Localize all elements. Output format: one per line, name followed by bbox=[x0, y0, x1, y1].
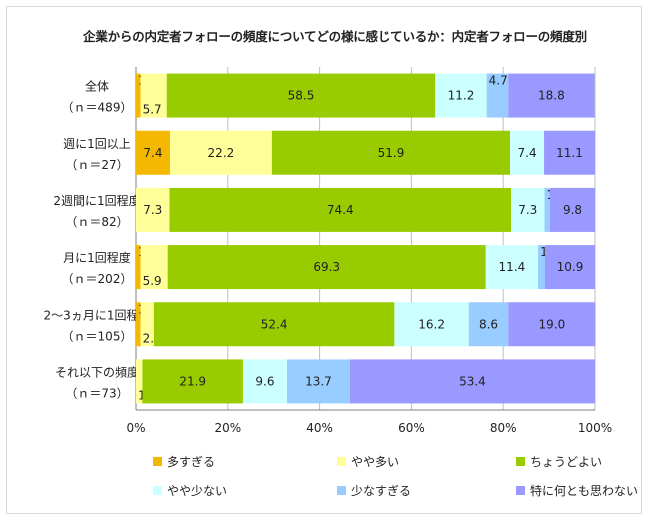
legend-swatch bbox=[153, 486, 162, 495]
x-tick-label: 20% bbox=[214, 421, 241, 435]
legend-label: 多すぎる bbox=[167, 455, 215, 469]
bar-segment bbox=[511, 187, 545, 232]
x-tick-label: 40% bbox=[306, 421, 333, 435]
bar-segment bbox=[136, 187, 170, 232]
legend-label: 特に何とも思わない bbox=[530, 483, 638, 498]
bar-segment bbox=[349, 359, 595, 404]
legend-swatch bbox=[337, 457, 346, 466]
bar-segment bbox=[468, 302, 509, 347]
bar-segment bbox=[538, 245, 545, 290]
bar-segment bbox=[544, 245, 595, 290]
legend-label: やや少ない bbox=[167, 484, 227, 498]
data-label: 9.8 bbox=[563, 203, 582, 217]
bar-segment bbox=[153, 302, 395, 347]
data-label: 7.3 bbox=[518, 203, 537, 217]
bar-segment bbox=[136, 359, 143, 404]
category-label: 全体 bbox=[85, 79, 109, 94]
x-tick-label: 60% bbox=[398, 421, 425, 435]
category-n-label: （ｎ＝202） bbox=[62, 272, 133, 286]
bar-segment bbox=[508, 73, 595, 118]
bar-segment bbox=[140, 245, 168, 290]
chart-frame bbox=[6, 6, 642, 514]
bar-segment bbox=[242, 359, 288, 404]
data-label: 58.5 bbox=[288, 89, 315, 103]
chart-title: 企業からの内定者フォローの頻度についてどの様に感じているか：内定者フォローの頻度… bbox=[83, 29, 587, 44]
data-label: 5.7 bbox=[143, 103, 162, 117]
legend-swatch bbox=[337, 486, 346, 495]
category-n-label: （ｎ＝73） bbox=[65, 386, 128, 400]
data-label: 10.9 bbox=[557, 260, 584, 274]
x-tick-label: 0% bbox=[126, 421, 145, 435]
x-tick-label: 100% bbox=[578, 421, 612, 435]
data-label: 22.2 bbox=[208, 146, 235, 160]
data-label: 4.7 bbox=[489, 74, 508, 88]
data-label: 7.3 bbox=[143, 203, 162, 217]
category-n-label: （ｎ＝105） bbox=[62, 329, 133, 343]
data-label: 16.2 bbox=[418, 317, 445, 331]
bar-segment bbox=[136, 73, 141, 118]
bar-segment bbox=[136, 245, 141, 290]
bar-segment bbox=[544, 130, 595, 175]
data-label: 9.6 bbox=[255, 374, 274, 388]
data-label: 7.4 bbox=[518, 146, 537, 160]
bar-segment bbox=[287, 359, 350, 404]
data-label: 18.8 bbox=[538, 89, 565, 103]
bar-segment bbox=[544, 187, 551, 232]
legend-label: やや多い bbox=[351, 455, 399, 469]
data-label: 13.7 bbox=[305, 374, 332, 388]
data-label: 19.0 bbox=[538, 317, 565, 331]
x-tick-label: 80% bbox=[490, 421, 517, 435]
legend-swatch bbox=[516, 486, 525, 495]
data-label: 11.2 bbox=[448, 89, 475, 103]
bar-segment bbox=[169, 130, 272, 175]
bar-segment bbox=[486, 73, 509, 118]
category-label: 月に1回程度 bbox=[63, 250, 131, 265]
legend-label: 少なすぎる bbox=[351, 484, 411, 498]
bar-segment bbox=[435, 73, 487, 118]
bar-segment bbox=[394, 302, 469, 347]
category-n-label: （ｎ＝27） bbox=[65, 158, 128, 172]
bar-segment bbox=[167, 245, 486, 290]
bar-segment bbox=[166, 73, 436, 118]
data-label: 7.4 bbox=[143, 146, 162, 160]
bar-segment bbox=[271, 130, 511, 175]
bar-segment bbox=[140, 302, 154, 347]
bar-segment bbox=[510, 130, 545, 175]
bar-segment bbox=[485, 245, 539, 290]
bar-segment bbox=[508, 302, 596, 347]
data-label: 53.4 bbox=[459, 374, 486, 388]
data-label: 11.4 bbox=[499, 260, 526, 274]
category-label: 2～3ヵ月に1回程度 bbox=[44, 307, 151, 322]
data-label: 74.4 bbox=[327, 203, 354, 217]
bar-segment bbox=[140, 73, 167, 118]
data-label: 51.9 bbox=[378, 146, 405, 160]
bar-segment bbox=[142, 359, 243, 404]
data-label: 5.9 bbox=[143, 274, 162, 288]
data-label: 21.9 bbox=[179, 374, 206, 388]
bar-segment bbox=[169, 187, 512, 232]
bar-segment bbox=[136, 302, 141, 347]
legend-swatch bbox=[516, 457, 525, 466]
data-label: 69.3 bbox=[313, 260, 340, 274]
category-label: 2週間に1回程度 bbox=[53, 193, 140, 208]
legend-swatch bbox=[153, 457, 162, 466]
bar-segment bbox=[550, 187, 595, 232]
data-label: 52.4 bbox=[261, 317, 288, 331]
category-label: それ以下の頻度 bbox=[55, 364, 139, 379]
category-n-label: （ｎ＝489） bbox=[62, 101, 133, 115]
category-label: 週に1回以上 bbox=[63, 137, 131, 151]
bar-segment bbox=[136, 130, 170, 175]
data-label: 11.1 bbox=[556, 146, 583, 160]
data-label: 8.6 bbox=[479, 317, 498, 331]
category-n-label: （ｎ＝82） bbox=[65, 215, 128, 229]
legend-label: ちょうどよい bbox=[530, 455, 602, 469]
